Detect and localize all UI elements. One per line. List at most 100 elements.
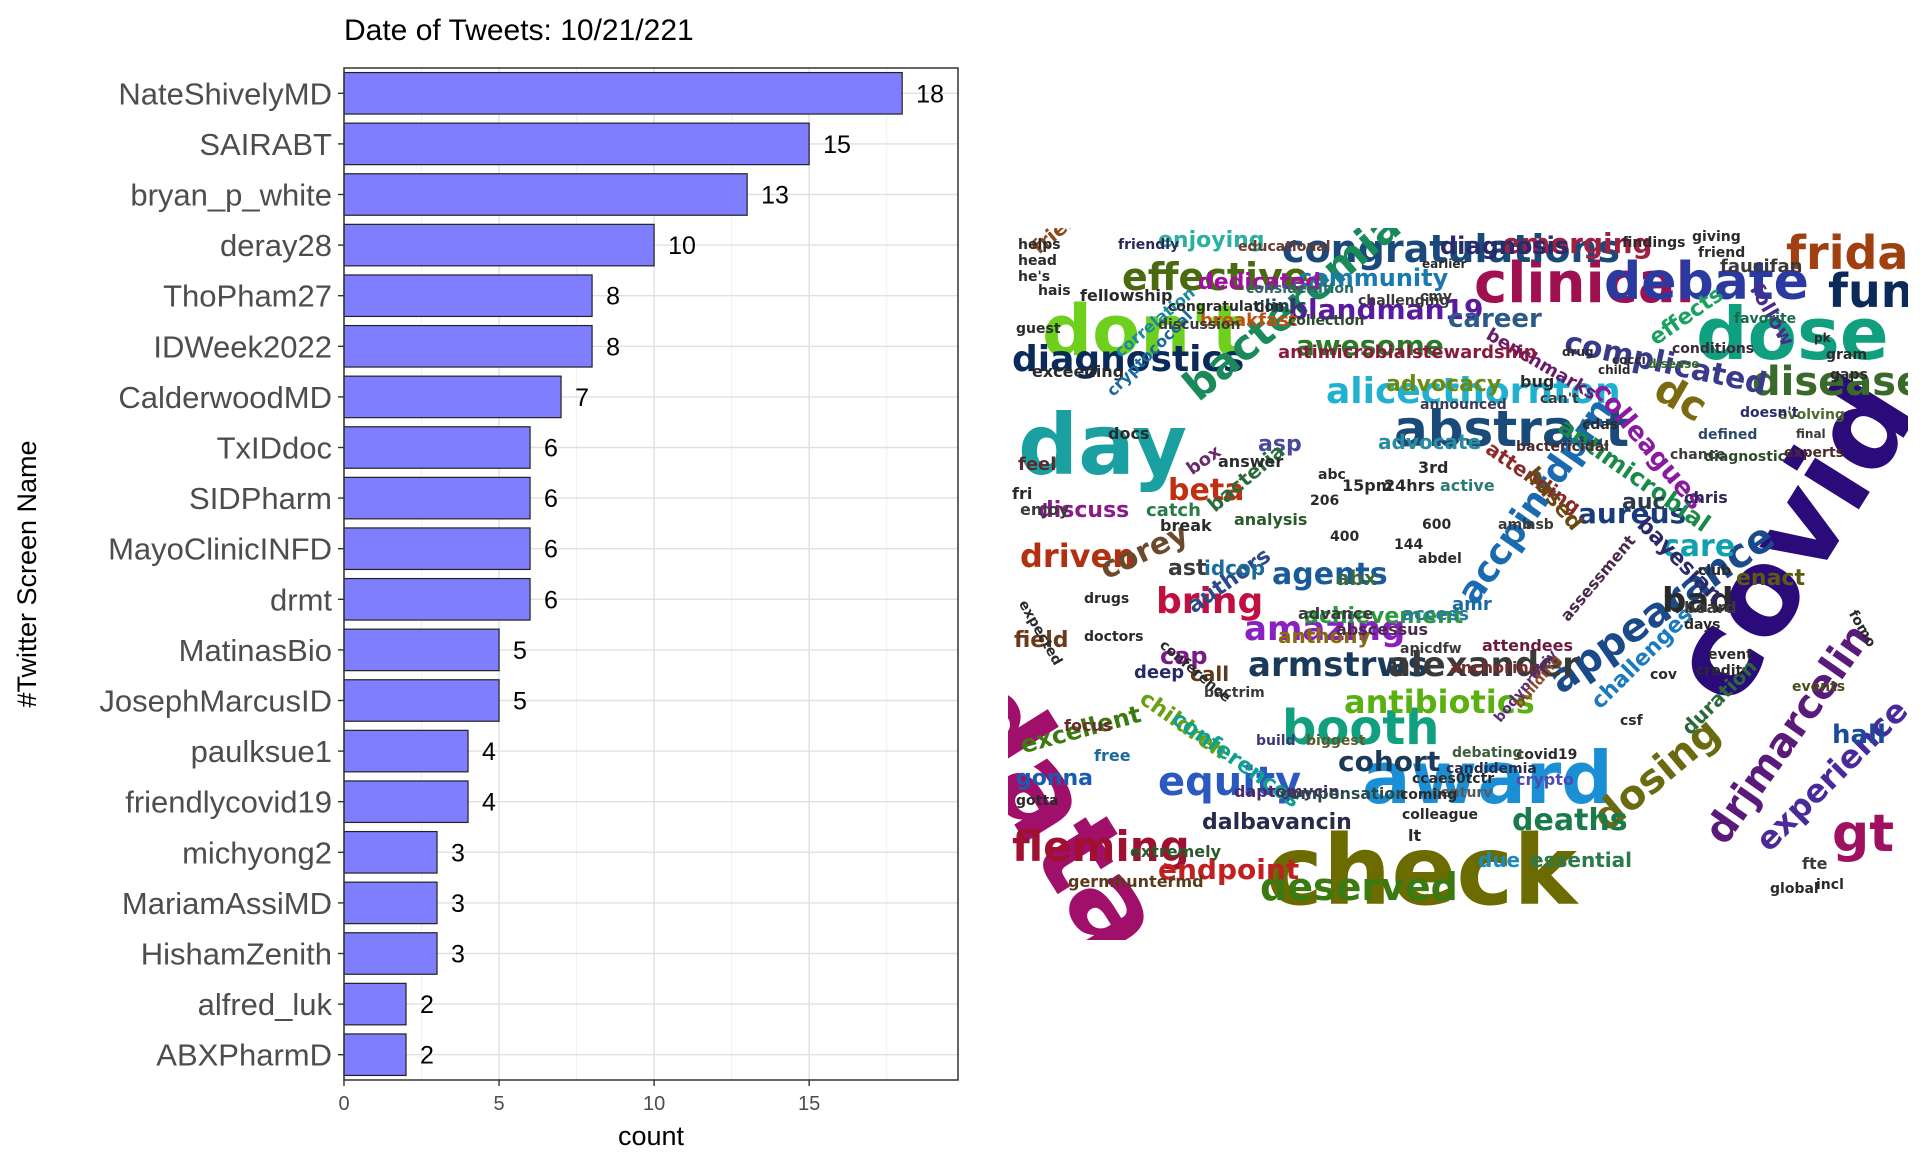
word-cloud-word: exceeding <box>1032 362 1125 381</box>
word-cloud-word: booth <box>1282 700 1440 756</box>
word-cloud-word: field <box>1014 628 1069 653</box>
category-label-michyong2: michyong2 <box>182 835 332 870</box>
x-axis-ticks: 0 5 10 15 <box>338 1080 820 1115</box>
word-cloud-word: attendees <box>1482 636 1574 655</box>
word-cloud-word: can't <box>1540 391 1579 407</box>
category-label-ThoPham27: ThoPham27 <box>163 279 332 314</box>
word-cloud-word: colleague <box>1402 807 1478 823</box>
word-cloud-word: dose <box>1696 292 1889 376</box>
word-cloud-word: driven <box>1020 537 1135 575</box>
word-cloud-word: germhuntermd <box>1068 872 1204 891</box>
category-label-bryan_p_white: bryan_p_white <box>130 178 332 213</box>
bar-MariamAssiMD <box>343 881 438 925</box>
word-cloud-word: collection <box>1288 313 1365 329</box>
word-cloud-word: community <box>1298 264 1449 292</box>
word-cloud-word: deaths <box>1512 803 1628 838</box>
word-cloud-word: 206 <box>1310 493 1340 509</box>
bar-bryan_p_white <box>343 173 748 216</box>
word-cloud-word: club <box>1698 563 1732 579</box>
category-label-drmt: drmt <box>270 582 332 617</box>
word-cloud-word: global <box>1770 881 1819 897</box>
data-label-CalderwoodMD: 7 <box>575 384 589 412</box>
word-cloud-word: check <box>1266 815 1578 927</box>
word-cloud-word: effective <box>1122 255 1309 299</box>
word-cloud-word: enact <box>1736 566 1805 591</box>
word-cloud-word: announced <box>1420 397 1507 413</box>
word-cloud-word: board <box>1684 598 1737 617</box>
word-cloud-word: day <box>1018 396 1187 494</box>
bar-ThoPham27 <box>343 274 593 318</box>
category-label-CalderwoodMD: CalderwoodMD <box>118 380 332 415</box>
word-cloud-word: amr <box>1452 594 1492 615</box>
category-label-alfred_luk: alfred_luk <box>198 987 333 1022</box>
word-cloud-word: focus <box>1064 716 1113 735</box>
word-cloud-word: agents <box>1272 557 1388 592</box>
word-cloud-word: 600 <box>1422 517 1452 533</box>
word-cloud-word: hall <box>1832 720 1886 750</box>
word-cloud-word: active <box>1440 476 1495 495</box>
word-cloud-word: armstrws <box>1248 645 1429 685</box>
word-cloud-word: abdel <box>1418 551 1462 567</box>
bar-TxIDdoc <box>343 426 531 469</box>
data-label-MariamAssiMD: 3 <box>451 890 465 918</box>
word-cloud-word: debating <box>1452 745 1523 761</box>
data-label-SAIRABT: 15 <box>823 131 851 159</box>
word-cloud-word: asb <box>1526 517 1554 533</box>
category-label-IDWeek2022: IDWeek2022 <box>153 329 332 364</box>
word-cloud-word: amazing <box>1244 609 1406 649</box>
bar-MayoClinicINFD <box>343 527 531 571</box>
word-cloud-word: friendly <box>1118 237 1180 253</box>
word-cloud-word: asp <box>1258 432 1302 457</box>
word-cloud-word: break <box>1160 516 1212 535</box>
word-cloud-word: discuss <box>1038 498 1130 523</box>
word-cloud-word: drugs <box>1084 591 1130 607</box>
word-cloud-word: event <box>1708 647 1753 663</box>
word-cloud-word: apicdfw <box>1400 641 1462 657</box>
word-cloud-word: abx <box>1336 566 1377 590</box>
word-cloud-word: head <box>1018 253 1057 269</box>
word-cloud-word: credit <box>1696 663 1743 679</box>
word-cloud-word: evolving <box>1778 407 1845 423</box>
word-cloud-word: centurv <box>1432 785 1493 801</box>
word-cloud-word: abscessus <box>1336 620 1429 639</box>
data-label-ThoPham27: 8 <box>606 283 620 311</box>
data-label-IDWeek2022: 8 <box>606 333 620 361</box>
word-cloud-word: friday <box>1786 228 1908 280</box>
word-cloud-word: bring <box>1156 581 1264 622</box>
word-cloud-word: chance <box>1670 447 1726 463</box>
data-label-alfred_luk: 2 <box>420 991 434 1019</box>
word-cloud-word: chris <box>1684 488 1728 507</box>
word-cloud-word: gaps <box>1830 367 1868 383</box>
word-cloud-word: abstract <box>1394 400 1630 458</box>
word-cloud-word: events <box>1792 679 1846 695</box>
word-cloud-word: giving <box>1692 229 1741 245</box>
word-cloud-word: diagnosis <box>1440 232 1570 260</box>
word-cloud-word: gonna <box>1016 766 1094 791</box>
word-cloud-word: idcop <box>1204 556 1266 580</box>
category-label-TxIDdoc: TxIDdoc <box>217 431 332 466</box>
word-cloud-word: cocci <box>1612 353 1646 367</box>
data-label-ABXPharmD: 2 <box>420 1042 434 1070</box>
category-label-paulksue1: paulksue1 <box>191 734 332 769</box>
word-cloud-word: fte <box>1802 854 1828 873</box>
word-cloud-word: auc <box>1622 490 1666 515</box>
word-cloud-word: extremely <box>1130 842 1221 861</box>
word-cloud-word: anchoring <box>1450 658 1541 677</box>
word-cloud-word: award <box>1362 736 1613 820</box>
word-cloud-word: experts <box>1784 445 1844 461</box>
word-cloud-word: diagnostic <box>1704 449 1786 465</box>
word-cloud-word: daptomycin <box>1234 782 1340 801</box>
word-cloud-word: awesome <box>1296 329 1444 362</box>
word-cloud-word: congratulation <box>1168 299 1285 315</box>
word-cloud-word: defined <box>1698 427 1758 443</box>
word-cloud-word: due <box>1478 848 1521 872</box>
x-tick-label-0: 0 <box>338 1093 349 1115</box>
word-cloud-word: discussion <box>1158 317 1241 333</box>
word-cloud-word: abc <box>1318 467 1346 483</box>
bar-friendlycovid19 <box>343 780 469 824</box>
data-label-NateShivelyMD: 18 <box>916 80 944 108</box>
bar-JosephMarcusID <box>343 679 500 722</box>
word-cloud-word: compensation <box>1280 784 1407 803</box>
word-cloud-word: pk <box>1814 331 1831 345</box>
